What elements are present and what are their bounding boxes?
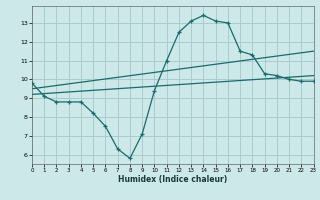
X-axis label: Humidex (Indice chaleur): Humidex (Indice chaleur)	[118, 175, 228, 184]
